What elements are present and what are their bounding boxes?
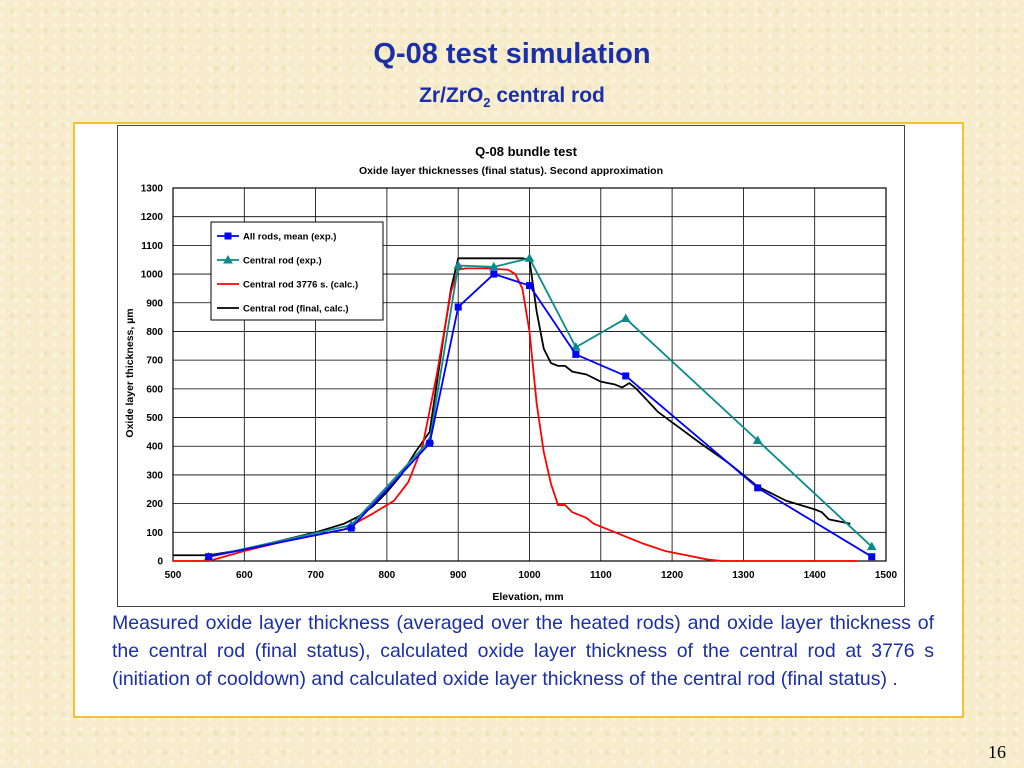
data-point: [570, 342, 581, 351]
y-tick-label: 0: [157, 557, 163, 568]
data-point: [490, 270, 498, 278]
data-point: [426, 439, 434, 447]
y-tick-label: 500: [146, 413, 163, 424]
data-point: [526, 282, 533, 290]
data-point: [754, 484, 762, 492]
x-tick-label: 1500: [875, 570, 898, 581]
chart-container: Q-08 bundle test Oxide layer thicknesses…: [117, 125, 905, 607]
legend-item: Central rod (exp.): [217, 254, 322, 267]
legend-item: Central rod 3776 s. (calc.): [217, 280, 358, 291]
plot-area-border: [172, 187, 887, 562]
legend-label: All rods, mean (exp.): [243, 232, 336, 243]
x-tick-label: 1200: [661, 570, 684, 581]
series-0: [205, 270, 876, 561]
legend-marker: [223, 254, 233, 264]
y-tick-label: 700: [146, 356, 163, 367]
y-tick-label: 600: [146, 384, 163, 395]
legend-box: [210, 221, 384, 321]
y-tick-label: 800: [146, 327, 163, 338]
data-point: [752, 435, 763, 444]
y-tick-label: 1300: [141, 184, 164, 195]
chart-axes: [172, 187, 887, 562]
subtitle-subscript: 2: [483, 95, 491, 111]
y-axis-label: Oxide layer thickness, µm: [124, 308, 136, 437]
legend-label: Central rod 3776 s. (calc.): [243, 280, 358, 291]
data-point: [866, 541, 877, 551]
y-tick-label: 300: [146, 470, 163, 481]
subtitle-main: Zr/ZrO: [419, 84, 484, 107]
legend-item: All rods, mean (exp.): [217, 232, 336, 243]
data-point: [205, 553, 213, 561]
subtitle-rest: central rod: [490, 84, 605, 107]
y-tick-label: 1000: [141, 270, 164, 281]
chart-ticks: 500 600 700 800 900 1000 1100 1200 1300 1400 1500 0…: [141, 184, 898, 582]
x-tick-label: 1100: [590, 570, 612, 581]
slide-caption: Measured oxide layer thickness (averaged…: [112, 612, 934, 690]
oxide-chart: Q-08 bundle test Oxide layer thicknesses…: [124, 144, 898, 603]
y-tick-label: 1200: [141, 212, 164, 223]
series-2: [173, 267, 858, 562]
y-tick-label: 100: [146, 528, 163, 539]
chart-series: [173, 253, 877, 562]
x-tick-label: 700: [307, 570, 324, 581]
x-tick-label: 1300: [732, 570, 755, 581]
data-point: [524, 253, 535, 262]
data-point: [868, 553, 876, 561]
y-tick-label: 900: [146, 298, 163, 309]
legend-label: Central rod (exp.): [243, 256, 322, 267]
data-point: [453, 260, 464, 269]
data-point: [488, 261, 499, 271]
x-tick-label: 600: [236, 570, 253, 581]
chart-title: Q-08 bundle test: [475, 144, 578, 159]
page-number: 16: [988, 742, 1006, 762]
slide-subtitle: Zr/ZrO2 central rod: [0, 84, 1024, 110]
legend-item: Central rod (final, calc.): [217, 304, 349, 315]
x-tick-label: 900: [450, 570, 467, 581]
legend-label: Central rod (final, calc.): [243, 304, 349, 315]
x-tick-label: 1400: [804, 570, 827, 581]
data-point: [620, 313, 631, 323]
series-line: [208, 273, 873, 558]
x-tick-label: 800: [379, 570, 396, 581]
legend-marker: [224, 232, 232, 240]
data-point: [572, 350, 580, 358]
chart-subtitle: Oxide layer thicknesses (final status). …: [359, 165, 663, 177]
y-tick-label: 200: [146, 499, 163, 510]
y-tick-label: 1100: [141, 241, 163, 252]
chart-legend: All rods, mean (exp.) Central rod (exp.) C…: [210, 221, 384, 321]
data-point: [622, 372, 630, 380]
slide-title: Q-08 test simulation: [373, 38, 651, 70]
data-point: [347, 524, 355, 532]
series-line: [208, 257, 873, 558]
y-tick-label: 400: [146, 442, 163, 453]
x-axis-label: Elevation, mm: [492, 591, 563, 603]
x-tick-label: 500: [165, 570, 182, 581]
data-point: [454, 303, 462, 311]
x-tick-label: 1000: [518, 570, 541, 581]
series-line: [173, 267, 858, 562]
